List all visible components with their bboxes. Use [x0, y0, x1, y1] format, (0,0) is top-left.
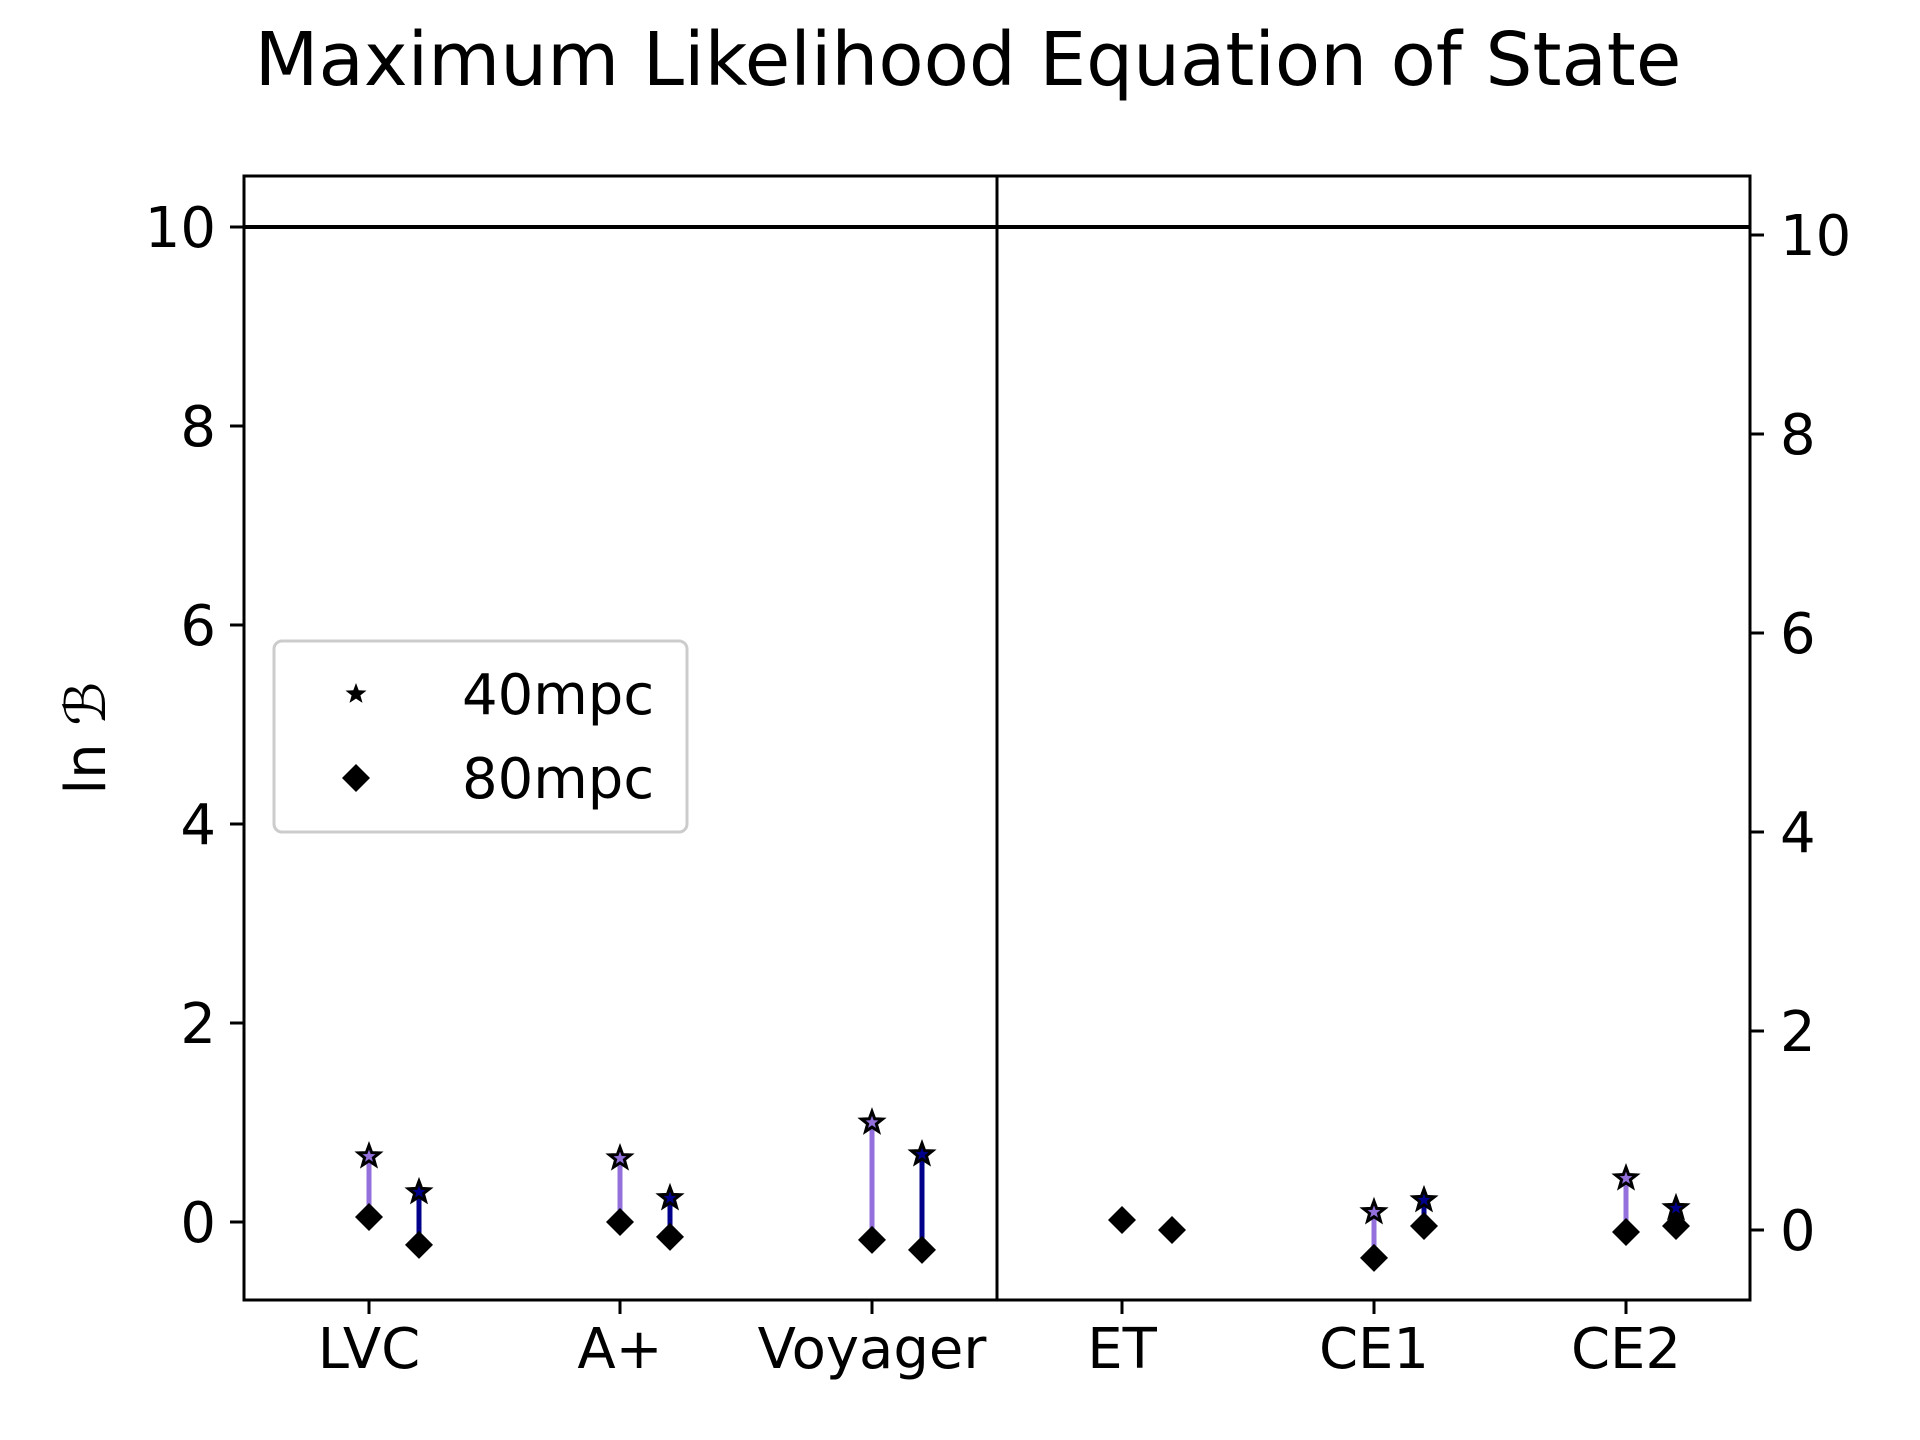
- plot-area: [242, 174, 1752, 1302]
- y-tick-label-right: 10: [1780, 204, 1851, 269]
- data-point-diamond: [1158, 1216, 1186, 1244]
- data-point-star: [354, 1140, 384, 1169]
- data-point-diamond: [656, 1222, 684, 1251]
- legend-box: [272, 639, 689, 834]
- data-point-diamond: [908, 1235, 936, 1264]
- data-point-star: [404, 1176, 434, 1205]
- chart-title: Maximum Likelihood Equation of State: [255, 17, 1682, 103]
- legend-star-icon: [345, 683, 367, 703]
- data-marks: [354, 1107, 1691, 1272]
- y-tick-label-left: 10: [145, 196, 216, 261]
- y-tick-label-right: 0: [1780, 1199, 1816, 1264]
- data-point-star: [1611, 1163, 1641, 1191]
- data-point-diamond: [1108, 1206, 1136, 1235]
- y-axis-label: ln ℬ: [54, 682, 119, 795]
- y-tick-label-right: 8: [1780, 403, 1816, 468]
- data-point-diamond: [1410, 1212, 1438, 1241]
- data-point-diamond: [355, 1203, 383, 1232]
- legend-diamond-icon: [342, 764, 370, 792]
- data-point-star: [605, 1142, 635, 1171]
- y-tick-label-left: 6: [180, 594, 216, 659]
- data-point-diamond: [1612, 1217, 1640, 1246]
- data-point-star: [1359, 1196, 1389, 1225]
- x-tick-label: CE2: [1571, 1317, 1681, 1382]
- legend: 40mpc 80mpc: [272, 639, 689, 834]
- data-point-diamond: [1360, 1243, 1388, 1272]
- x-tick-label: ET: [1087, 1317, 1157, 1382]
- axis-ticks: 0 0 2 2 4 4 6 6 8 8 10 10 LVC A+ Voyager ET CE1 CE2: [145, 196, 1852, 1382]
- y-tick-label-left: 0: [180, 1191, 216, 1256]
- y-tick-label-right: 6: [1780, 602, 1816, 667]
- data-point-diamond: [858, 1225, 886, 1254]
- data-point-diamond: [405, 1230, 433, 1259]
- data-point-star: [907, 1138, 937, 1167]
- x-tick-label: CE1: [1319, 1317, 1429, 1382]
- data-point-star: [857, 1107, 887, 1135]
- data-point-diamond: [1662, 1212, 1690, 1241]
- data-point-diamond: [606, 1208, 634, 1236]
- x-tick-label: A+: [577, 1317, 662, 1382]
- y-tick-label-right: 4: [1780, 801, 1816, 866]
- data-point-star: [655, 1182, 685, 1211]
- y-tick-label-left: 4: [180, 793, 216, 858]
- x-tick-label: Voyager: [758, 1317, 988, 1382]
- legend-label: 80mpc: [462, 747, 654, 812]
- y-tick-label-left: 8: [180, 395, 216, 460]
- legend-label: 40mpc: [462, 663, 654, 728]
- y-tick-label-left: 2: [180, 992, 216, 1057]
- data-point-star: [1409, 1184, 1439, 1213]
- x-tick-label: LVC: [318, 1317, 420, 1382]
- y-tick-label-right: 2: [1780, 1000, 1816, 1065]
